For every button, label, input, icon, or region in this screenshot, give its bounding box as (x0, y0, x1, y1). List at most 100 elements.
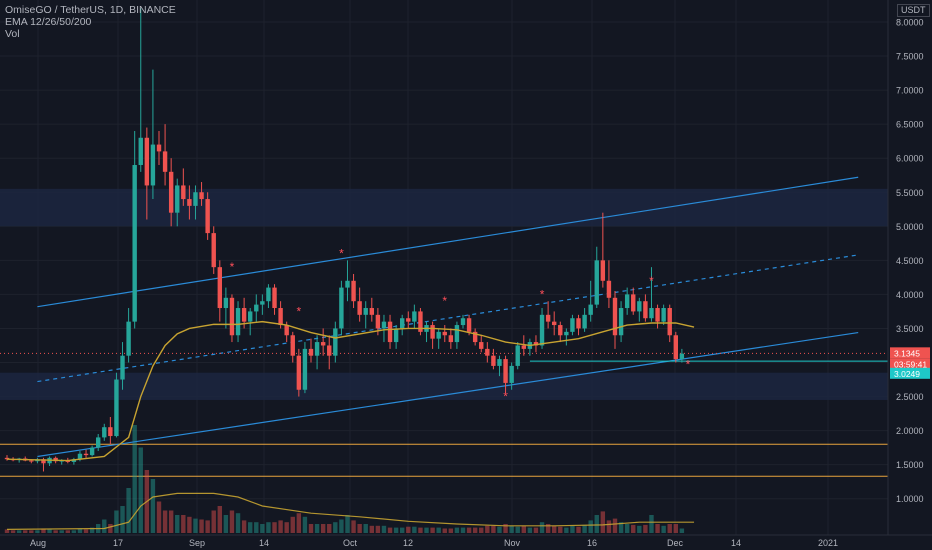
y-tick-label: 7.0000 (896, 86, 924, 96)
candle-body (655, 308, 660, 322)
candle-body (363, 308, 368, 315)
volume-bar (89, 527, 95, 533)
candle-body (254, 304, 259, 312)
channel-mid-dashed-line (37, 254, 859, 383)
candle-body (211, 233, 216, 268)
pivot-marker: * (686, 358, 691, 372)
volume-bar (588, 520, 593, 533)
candle-body (369, 308, 374, 315)
volume-bar (545, 524, 551, 533)
price-label-box (890, 358, 930, 370)
volume-bar (485, 525, 490, 533)
candle-body (381, 321, 387, 329)
volume-bar (211, 510, 216, 533)
volume-bar (278, 520, 283, 533)
x-tick-label: Oct (343, 538, 358, 548)
volume-bar (308, 524, 314, 533)
volume-bar (314, 524, 320, 533)
candle-body (4, 457, 10, 460)
candle-body (235, 308, 241, 336)
volume-bar (570, 525, 575, 533)
candle-body (272, 287, 277, 309)
candle-body (667, 308, 672, 336)
candle-body (284, 325, 289, 336)
currency-label[interactable]: USDT (897, 4, 930, 17)
candle-body (588, 304, 593, 315)
y-tick-label: 7.5000 (896, 52, 924, 62)
candle-body (333, 328, 338, 356)
candle-body (327, 345, 332, 356)
candle-body (223, 297, 229, 309)
volume-bar (83, 529, 89, 533)
volume-bar (168, 510, 174, 533)
candle-body (673, 335, 678, 360)
volume-bar (442, 528, 447, 533)
volume-bar (454, 527, 460, 533)
ema-indicator-label[interactable]: EMA 12/26/50/200 (5, 16, 92, 28)
pivot-marker: * (442, 294, 447, 308)
x-tick-label: 12 (403, 538, 413, 548)
x-tick-label: 17 (113, 538, 123, 548)
candle-body (400, 318, 405, 329)
volume-bar (424, 527, 429, 533)
price-label-box (890, 367, 930, 379)
candle-body (150, 144, 156, 186)
pivot-marker: * (297, 304, 302, 318)
price-label: 3.0249 (894, 369, 920, 379)
candle-body (156, 144, 162, 152)
candle-body (618, 308, 624, 336)
volume-bar (527, 527, 533, 533)
candle-body (375, 314, 381, 329)
volume-bar (77, 528, 83, 533)
volume-bar (381, 525, 387, 533)
candle-body (418, 311, 423, 332)
candle-body (558, 325, 563, 336)
candle-body (406, 318, 411, 322)
volume-bar (406, 526, 411, 533)
volume-bar (515, 526, 520, 533)
volume-bar (430, 527, 435, 533)
y-tick-label: 4.5000 (896, 256, 924, 266)
x-tick-label: Dec (667, 538, 684, 548)
volume-bar (393, 527, 399, 533)
volume-bar (102, 519, 107, 533)
volume-bar (412, 526, 417, 533)
x-tick-label: Aug (30, 538, 46, 548)
candle-body (345, 280, 350, 288)
candle-body (460, 318, 466, 326)
candle-body (138, 137, 143, 166)
symbol-title[interactable]: OmiseGO / TetherUS, 1D, BINANCE (5, 4, 176, 16)
volume-bar (618, 522, 624, 533)
volume-bar (223, 515, 229, 533)
x-tick-label: 14 (731, 538, 741, 548)
candle-body (193, 192, 198, 206)
candle-body (120, 355, 125, 380)
candle-body (497, 359, 502, 366)
volume-bar (333, 522, 338, 533)
candle-body (515, 345, 520, 366)
volume-bar (138, 447, 143, 533)
volume-bar (108, 524, 113, 533)
candle-body (205, 199, 210, 234)
volume-bar (369, 525, 374, 533)
volume-bar (460, 527, 466, 533)
volume-bar (260, 524, 265, 533)
volume-bar (248, 522, 253, 533)
volume-bar (199, 519, 204, 533)
candle-body (582, 314, 587, 329)
candle-body (576, 318, 581, 329)
volume-bar (521, 525, 526, 533)
candle-body (466, 318, 472, 332)
volume-bar (162, 510, 168, 533)
y-tick-label: 5.5000 (896, 188, 924, 198)
candle-body (132, 165, 137, 322)
volume-bar (302, 516, 308, 533)
x-tick-label: Nov (504, 538, 521, 548)
volume-bar (661, 525, 666, 533)
candle-body (187, 199, 192, 206)
volume-bar (612, 518, 618, 533)
volume-bar (181, 515, 186, 533)
volume-indicator-label[interactable]: Vol (5, 28, 20, 40)
y-tick-label: 3.5000 (896, 324, 924, 334)
